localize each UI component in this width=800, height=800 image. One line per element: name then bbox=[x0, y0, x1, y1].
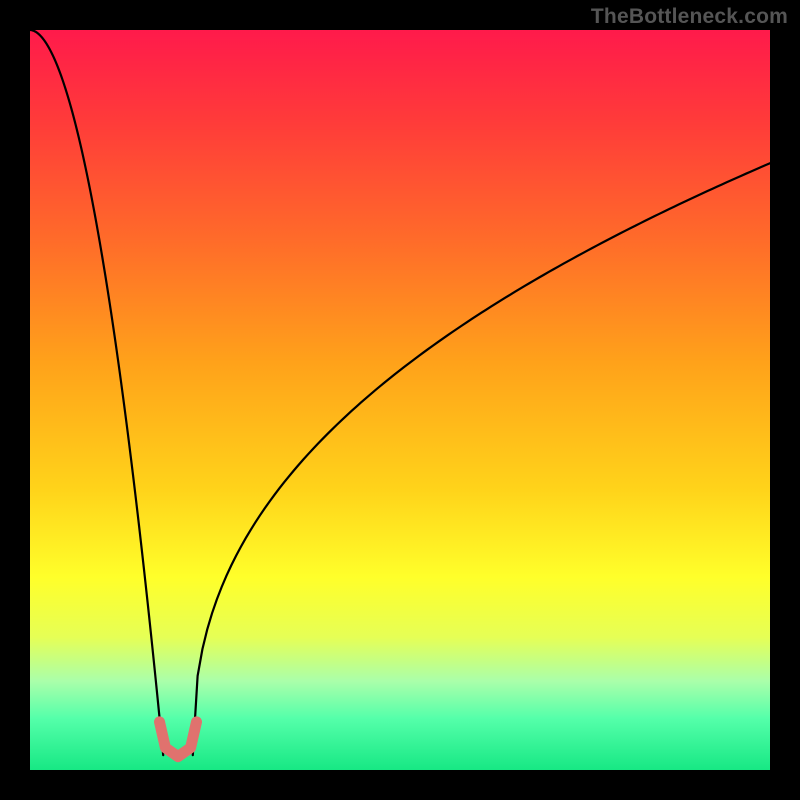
chart-svg bbox=[0, 0, 800, 800]
plot-area-gradient bbox=[30, 30, 770, 770]
chart-canvas: TheBottleneck.com bbox=[0, 0, 800, 800]
watermark-text: TheBottleneck.com bbox=[591, 5, 788, 29]
